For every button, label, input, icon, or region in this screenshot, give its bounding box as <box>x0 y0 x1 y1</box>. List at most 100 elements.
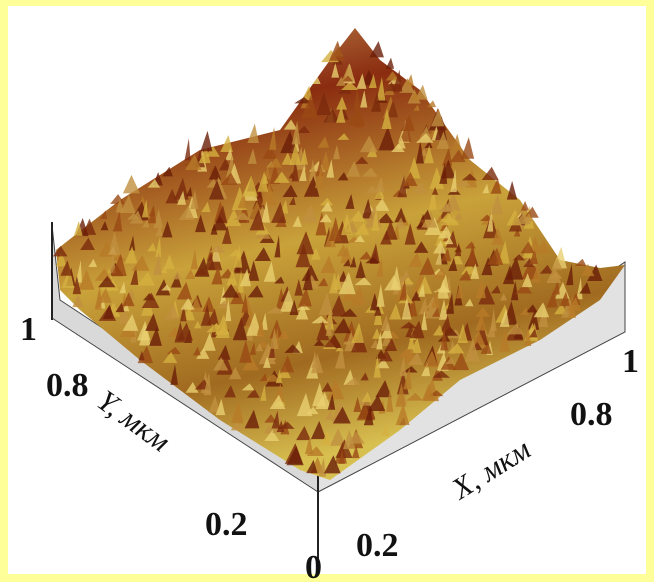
surface-spike <box>180 304 187 322</box>
surface-spike <box>155 236 162 257</box>
surface-spike <box>149 327 162 346</box>
surface-spike <box>402 171 418 187</box>
surface-spike <box>317 136 330 148</box>
surface-spike <box>166 346 181 354</box>
surface-spike <box>296 303 311 311</box>
surface-spike <box>447 343 465 354</box>
surface-spike <box>174 177 189 200</box>
surface-spike <box>336 244 348 257</box>
surface-spike <box>186 186 193 197</box>
surface-spike <box>260 384 267 401</box>
surface-spike <box>338 270 348 282</box>
surface-spike <box>373 198 390 211</box>
surface-spike <box>217 344 231 360</box>
surface-spike <box>430 108 445 127</box>
surface-spike <box>439 162 448 184</box>
surface-spike <box>276 420 285 433</box>
surface-spike <box>365 257 380 264</box>
surface-spike <box>75 259 82 283</box>
surface-spike <box>332 406 351 424</box>
surface-spike <box>385 71 400 81</box>
surface-spike <box>520 241 535 254</box>
surface-spike <box>326 378 345 400</box>
surface-spike <box>219 286 227 305</box>
surface-spike <box>213 357 229 371</box>
surface-spike <box>397 348 415 358</box>
surface-spike <box>367 394 386 412</box>
surface-spike <box>461 173 477 181</box>
surface-spike <box>409 320 425 339</box>
surface-spike <box>208 165 222 180</box>
surface-spike <box>566 263 574 286</box>
surface-spike <box>80 237 95 251</box>
surface-spike <box>249 341 256 355</box>
surface-spike <box>408 252 423 268</box>
surface-spike <box>531 264 541 283</box>
surface-spike <box>407 352 424 365</box>
surface-spike <box>499 308 510 327</box>
x-tick-label: 0.2 <box>356 527 399 564</box>
surface-spike <box>512 254 526 261</box>
surface-spike <box>196 347 210 359</box>
surface-spike <box>120 194 136 214</box>
surface-spike <box>72 293 84 308</box>
surface-spike <box>439 212 456 223</box>
surface-spike <box>97 287 112 303</box>
surface-spike <box>460 262 476 275</box>
surface-spike <box>209 244 226 253</box>
surface-spike <box>303 176 320 197</box>
surface-spike <box>449 149 466 163</box>
surface-spike <box>193 320 202 329</box>
origin-label: 0 <box>305 549 322 582</box>
surface-spike <box>310 420 326 440</box>
surface-spike <box>147 242 157 252</box>
surface-spike <box>355 260 366 279</box>
surface-spike <box>354 222 370 235</box>
surface-spike <box>383 220 398 240</box>
surface-spike <box>452 351 470 371</box>
surface-spike <box>267 157 283 168</box>
surface-spike <box>289 196 296 205</box>
surface-spike <box>202 332 216 351</box>
surface-spike <box>244 409 260 429</box>
surface-spike <box>579 281 591 294</box>
surface-spike <box>155 225 163 237</box>
surface-spike <box>270 327 279 349</box>
surface-spike <box>400 321 418 329</box>
surface-spike <box>301 95 318 118</box>
surface-spike <box>333 317 351 334</box>
surface-spike <box>490 307 497 332</box>
surface-spike <box>486 247 504 265</box>
surface-spike <box>450 168 457 193</box>
surface-spike <box>341 81 359 90</box>
surface-spike <box>353 111 364 128</box>
surface-spike <box>162 351 178 363</box>
surface-spike <box>387 100 399 118</box>
surface-spike <box>200 304 212 326</box>
surface-spike <box>454 211 462 221</box>
surface-spike <box>155 279 171 296</box>
surface-spike <box>230 399 244 424</box>
surface-spike <box>451 133 462 151</box>
surface-spike <box>356 73 367 89</box>
surface-spike <box>470 330 487 348</box>
surface-spike <box>364 305 376 313</box>
surface-spike <box>211 265 223 285</box>
surface-spike <box>359 135 378 153</box>
surface-spike <box>370 339 379 349</box>
surface-spike <box>246 312 262 336</box>
surface-spike <box>211 216 228 231</box>
surface-spike <box>432 307 440 317</box>
surface-spike <box>141 219 150 228</box>
surface-spike <box>481 256 493 276</box>
surface-spike <box>354 277 372 286</box>
surface-spike <box>200 130 213 152</box>
surface-spike <box>320 255 336 274</box>
surface-spike <box>225 298 232 322</box>
surface-spike <box>102 304 114 319</box>
surface-spike <box>475 307 491 317</box>
surface-spike <box>301 264 319 281</box>
surface-spike <box>126 212 141 220</box>
surface-spike <box>391 266 402 290</box>
